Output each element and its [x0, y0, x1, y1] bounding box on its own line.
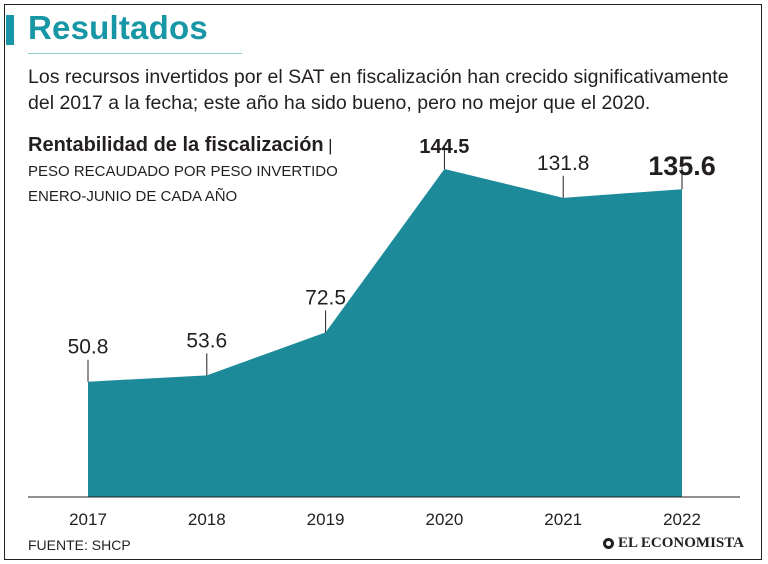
- chart-title-separator: |: [328, 136, 333, 155]
- data-label-2019: 72.5: [305, 286, 346, 309]
- page-title: Resultados: [28, 9, 208, 46]
- chart-title: Rentabilidad de la fiscalización: [28, 134, 324, 156]
- title-accent-bar: [6, 15, 14, 45]
- data-label-2020: 144.5: [419, 136, 469, 158]
- data-label-2022: 135.6: [648, 151, 716, 181]
- x-tick-label-2020: 2020: [425, 510, 463, 529]
- title-underline: [28, 53, 242, 54]
- data-label-2018: 53.6: [186, 329, 227, 352]
- data-label-2021: 131.8: [537, 152, 590, 175]
- chart-subtitle: Peso recaudado por peso invertido enero-…: [28, 163, 338, 205]
- publisher-name: EL ECONOMISTA: [618, 535, 744, 551]
- page-subtitle: Los recursos invertidos por el SAT en fi…: [28, 66, 729, 114]
- chart-title-block: Rentabilidad de la fiscalización | Peso …: [28, 133, 358, 209]
- x-tick-label-2017: 2017: [69, 510, 107, 529]
- x-tick-label-2021: 2021: [544, 510, 582, 529]
- data-label-2017: 50.8: [68, 336, 109, 359]
- x-tick-label-2022: 2022: [663, 510, 701, 529]
- source-note: FUENTE: SHCP: [28, 537, 131, 553]
- area-series: [88, 169, 682, 497]
- infographic-frame: [4, 4, 762, 560]
- x-tick-label-2019: 2019: [307, 510, 345, 529]
- x-tick-label-2018: 2018: [188, 510, 226, 529]
- publisher-brand: EL ECONOMISTA: [603, 535, 744, 552]
- economista-logo-icon: [603, 538, 614, 549]
